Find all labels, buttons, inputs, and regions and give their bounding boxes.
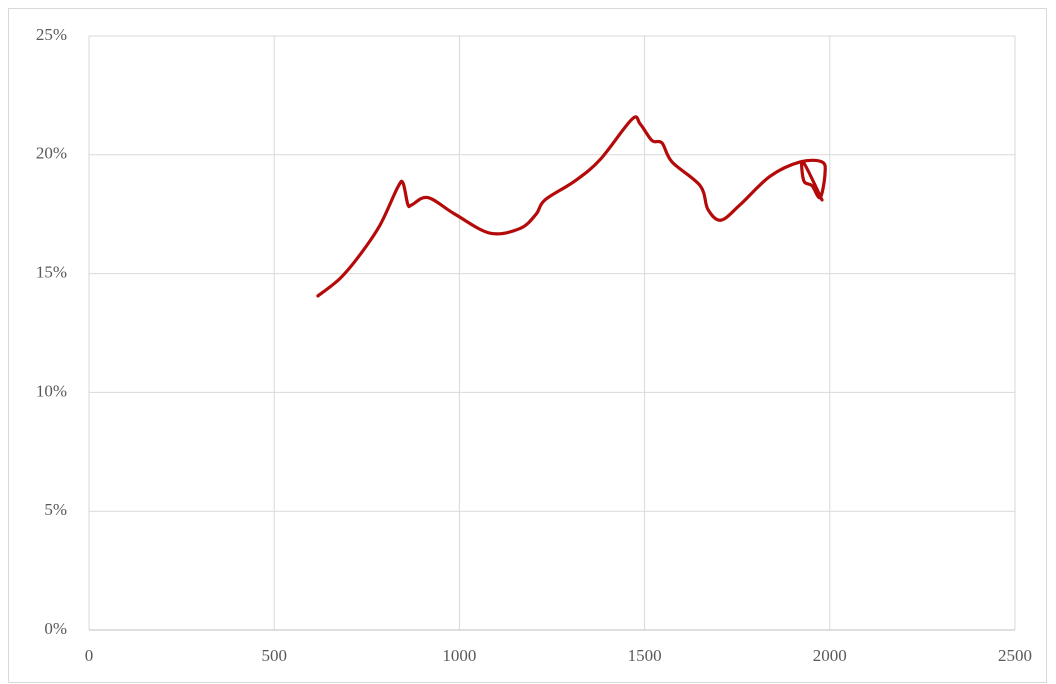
x-tick-label: 1500 [628, 646, 662, 665]
y-tick-label: 0% [44, 619, 67, 638]
data-line [316, 115, 827, 298]
x-tick-label: 1000 [442, 646, 476, 665]
y-tick-label: 10% [36, 381, 67, 400]
y-tick-label: 15% [36, 263, 67, 282]
x-tick-label: 2000 [813, 646, 847, 665]
x-tick-label: 500 [261, 646, 287, 665]
x-tick-label: 2500 [998, 646, 1032, 665]
y-tick-label: 20% [36, 144, 67, 163]
y-tick-label: 5% [44, 500, 67, 519]
x-tick-label: 0 [85, 646, 94, 665]
y-tick-label: 25% [36, 25, 67, 44]
chart-border [8, 8, 1047, 683]
